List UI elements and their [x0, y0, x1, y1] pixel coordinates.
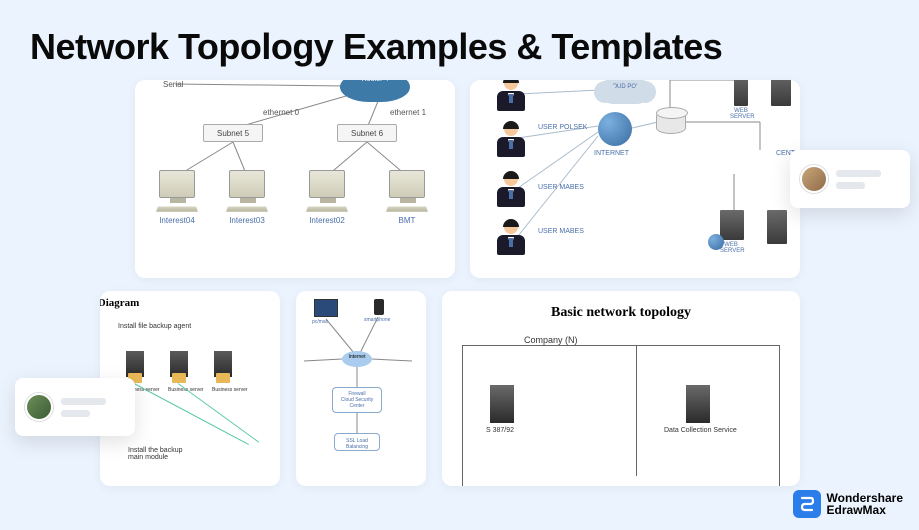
user-mabes1-label: USER MABES	[538, 184, 584, 191]
srv3-label: Business server	[212, 387, 248, 393]
web-server-1: WEB SERVER	[730, 80, 752, 120]
serial-label: Serial	[163, 80, 183, 89]
folder-icon-2	[172, 373, 186, 383]
pc-node-1: Interest04	[153, 170, 201, 225]
folder-icon-3	[216, 373, 230, 383]
server-tower-b	[686, 385, 710, 423]
cloud-icon: CLOUD POLRI	[600, 80, 650, 104]
brand-line-2: EdrawMax	[827, 504, 903, 516]
globe-small-icon	[708, 234, 724, 250]
page-title: Network Topology Examples & Templates	[30, 26, 722, 68]
placeholder-line	[836, 170, 881, 177]
avatar-icon	[25, 393, 53, 421]
placeholder-line	[61, 410, 90, 417]
user-polsek-label: USER POLSEK	[538, 124, 587, 131]
comment-popout-1	[790, 150, 910, 208]
install-main-step: Install the backup main module	[128, 447, 198, 461]
pc-node-2: Interest03	[223, 170, 271, 225]
pc-label: pc/mac	[312, 319, 328, 325]
eth0-label: ethernet 0	[263, 108, 299, 117]
card5-title: Basic network topology	[442, 305, 800, 321]
user-mabes2-label: USER MABES	[538, 228, 584, 235]
subnet5-box: Subnet 5	[203, 124, 263, 142]
template-card-firewall[interactable]: pc/mac smartphone Internet FirewallCloud…	[296, 291, 426, 486]
tower-a-label: S 387/92	[486, 427, 514, 434]
subnet6-box: Subnet 6	[337, 124, 397, 142]
pc-node-3: Interest02	[303, 170, 351, 225]
internet-label: INTERNET	[594, 150, 629, 157]
phone-label: smartphone	[364, 317, 390, 323]
internet-hub: Internet	[342, 351, 372, 367]
eth1-label: ethernet 1	[390, 108, 426, 117]
card3-title: gy Diagram	[100, 297, 139, 309]
phone-icon	[374, 299, 384, 315]
tower-b-label: Data Collection Service	[664, 427, 737, 434]
monitor-icon	[314, 299, 338, 317]
server-tower-2	[764, 210, 790, 244]
web-server-1-label: WEB SERVER	[730, 108, 752, 120]
brand-logo: Wondershare EdrawMax	[793, 490, 903, 518]
user-icon-1	[488, 80, 534, 112]
pc2-label: Interest03	[223, 216, 271, 225]
template-card-users-cloud[interactable]: USER POLSEK USER MABES USER MABES CLOUD …	[470, 80, 800, 278]
router-node: Router 4	[340, 80, 410, 102]
install-agent-step: Install file backup agent	[118, 323, 191, 330]
placeholder-line	[61, 398, 106, 405]
pc1-label: Interest04	[153, 216, 201, 225]
server-tower-1	[768, 80, 794, 106]
pc3-label: Interest02	[303, 216, 351, 225]
web-server-2: WEB SERVER	[720, 210, 742, 254]
company-label: Company (N)	[518, 335, 584, 345]
template-card-subnet[interactable]: Serial Router 4 ethernet 0 ethernet 1 Su…	[135, 80, 455, 278]
user-icon-4	[488, 220, 534, 256]
frame-divider	[636, 346, 637, 476]
server-tower-a	[490, 385, 514, 423]
edrawmax-icon	[793, 490, 821, 518]
ssl-box: SSL Load Balancing	[334, 433, 380, 451]
pc-node-4: BMT	[383, 170, 431, 225]
template-card-basic-topology[interactable]: Basic network topology Company (N) S 387…	[442, 291, 800, 486]
comment-popout-2	[15, 378, 135, 436]
pc4-label: BMT	[383, 216, 431, 225]
placeholder-line	[836, 182, 865, 189]
user-icon-2	[488, 122, 534, 158]
user-icon-3	[488, 172, 534, 208]
database-icon	[656, 110, 686, 134]
avatar-icon	[800, 165, 828, 193]
fw3-label: Center	[349, 403, 364, 409]
firewall-box: FirewallCloud SecurityCenter	[332, 387, 382, 413]
globe-icon	[598, 112, 632, 146]
